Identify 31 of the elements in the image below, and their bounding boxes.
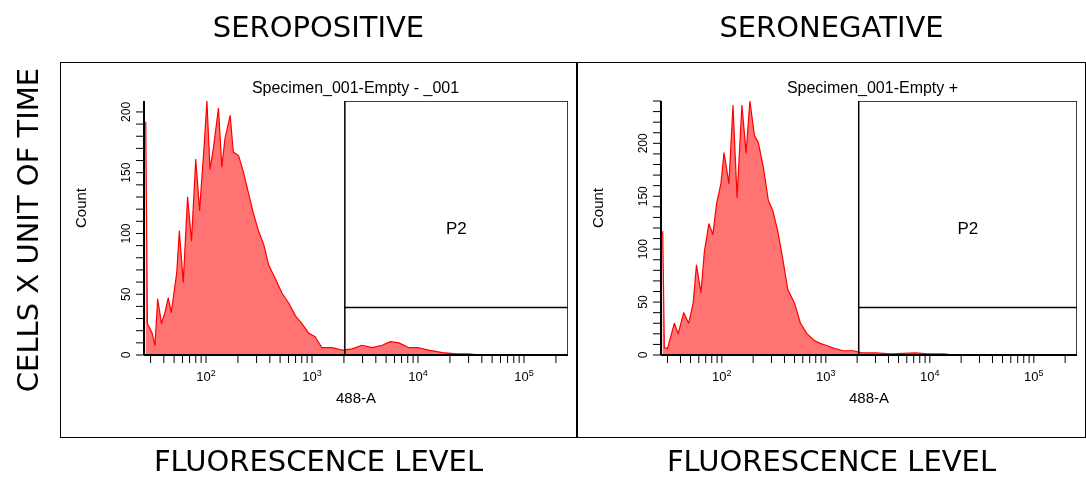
y-tick-label: 100 — [636, 238, 650, 260]
y-tick-label: 0 — [636, 351, 650, 359]
x-tick-label: 10$^{4}$ — [920, 368, 940, 384]
x-tick-label: 10$^{2}$ — [712, 368, 732, 384]
x-tick-label: 10$^{2}$ — [196, 368, 216, 384]
x-tick-label: 10$^{5}$ — [514, 368, 534, 384]
y-tick-label: 200 — [119, 101, 133, 122]
chart-title: SEROPOSITIVE — [211, 10, 426, 44]
y-axis-title: Count — [72, 187, 90, 228]
x-tick-label: 10$^{5}$ — [1024, 368, 1044, 384]
text: FLUORESCENCE LEVEL — [665, 444, 998, 478]
x-tick-label: 10$^{3}$ — [816, 368, 836, 384]
ref-line-label: P2 — [957, 219, 979, 239]
x-tick-label: 10$^{3}$ — [302, 368, 322, 384]
ref-line-label: P2 — [446, 219, 467, 239]
y-axis-title: Count — [589, 187, 607, 228]
y-tick-label: 0 — [119, 351, 133, 359]
text: CELLS X UNIT OF TIME — [11, 67, 45, 393]
y-tick-label: 50 — [636, 295, 650, 309]
y-tick-label: 150 — [119, 162, 133, 183]
y-tick-label: 50 — [119, 287, 133, 301]
chart-title: SERONEGATIVE — [718, 10, 945, 44]
chart-subtitle: Specimen_001-Empty + — [785, 79, 960, 97]
y-tick-label: 200 — [636, 133, 650, 154]
x-tick-label: 10$^{4}$ — [408, 368, 428, 384]
x-axis-title: 488-A — [335, 389, 377, 406]
text: FLUORESCENCE LEVEL — [152, 444, 485, 478]
y-tick-label: 150 — [636, 185, 650, 207]
y-tick-label: 100 — [119, 223, 133, 244]
x-axis-title: 488-A — [848, 389, 890, 406]
chart-subtitle: Specimen_001-Empty - _001 — [250, 79, 461, 97]
